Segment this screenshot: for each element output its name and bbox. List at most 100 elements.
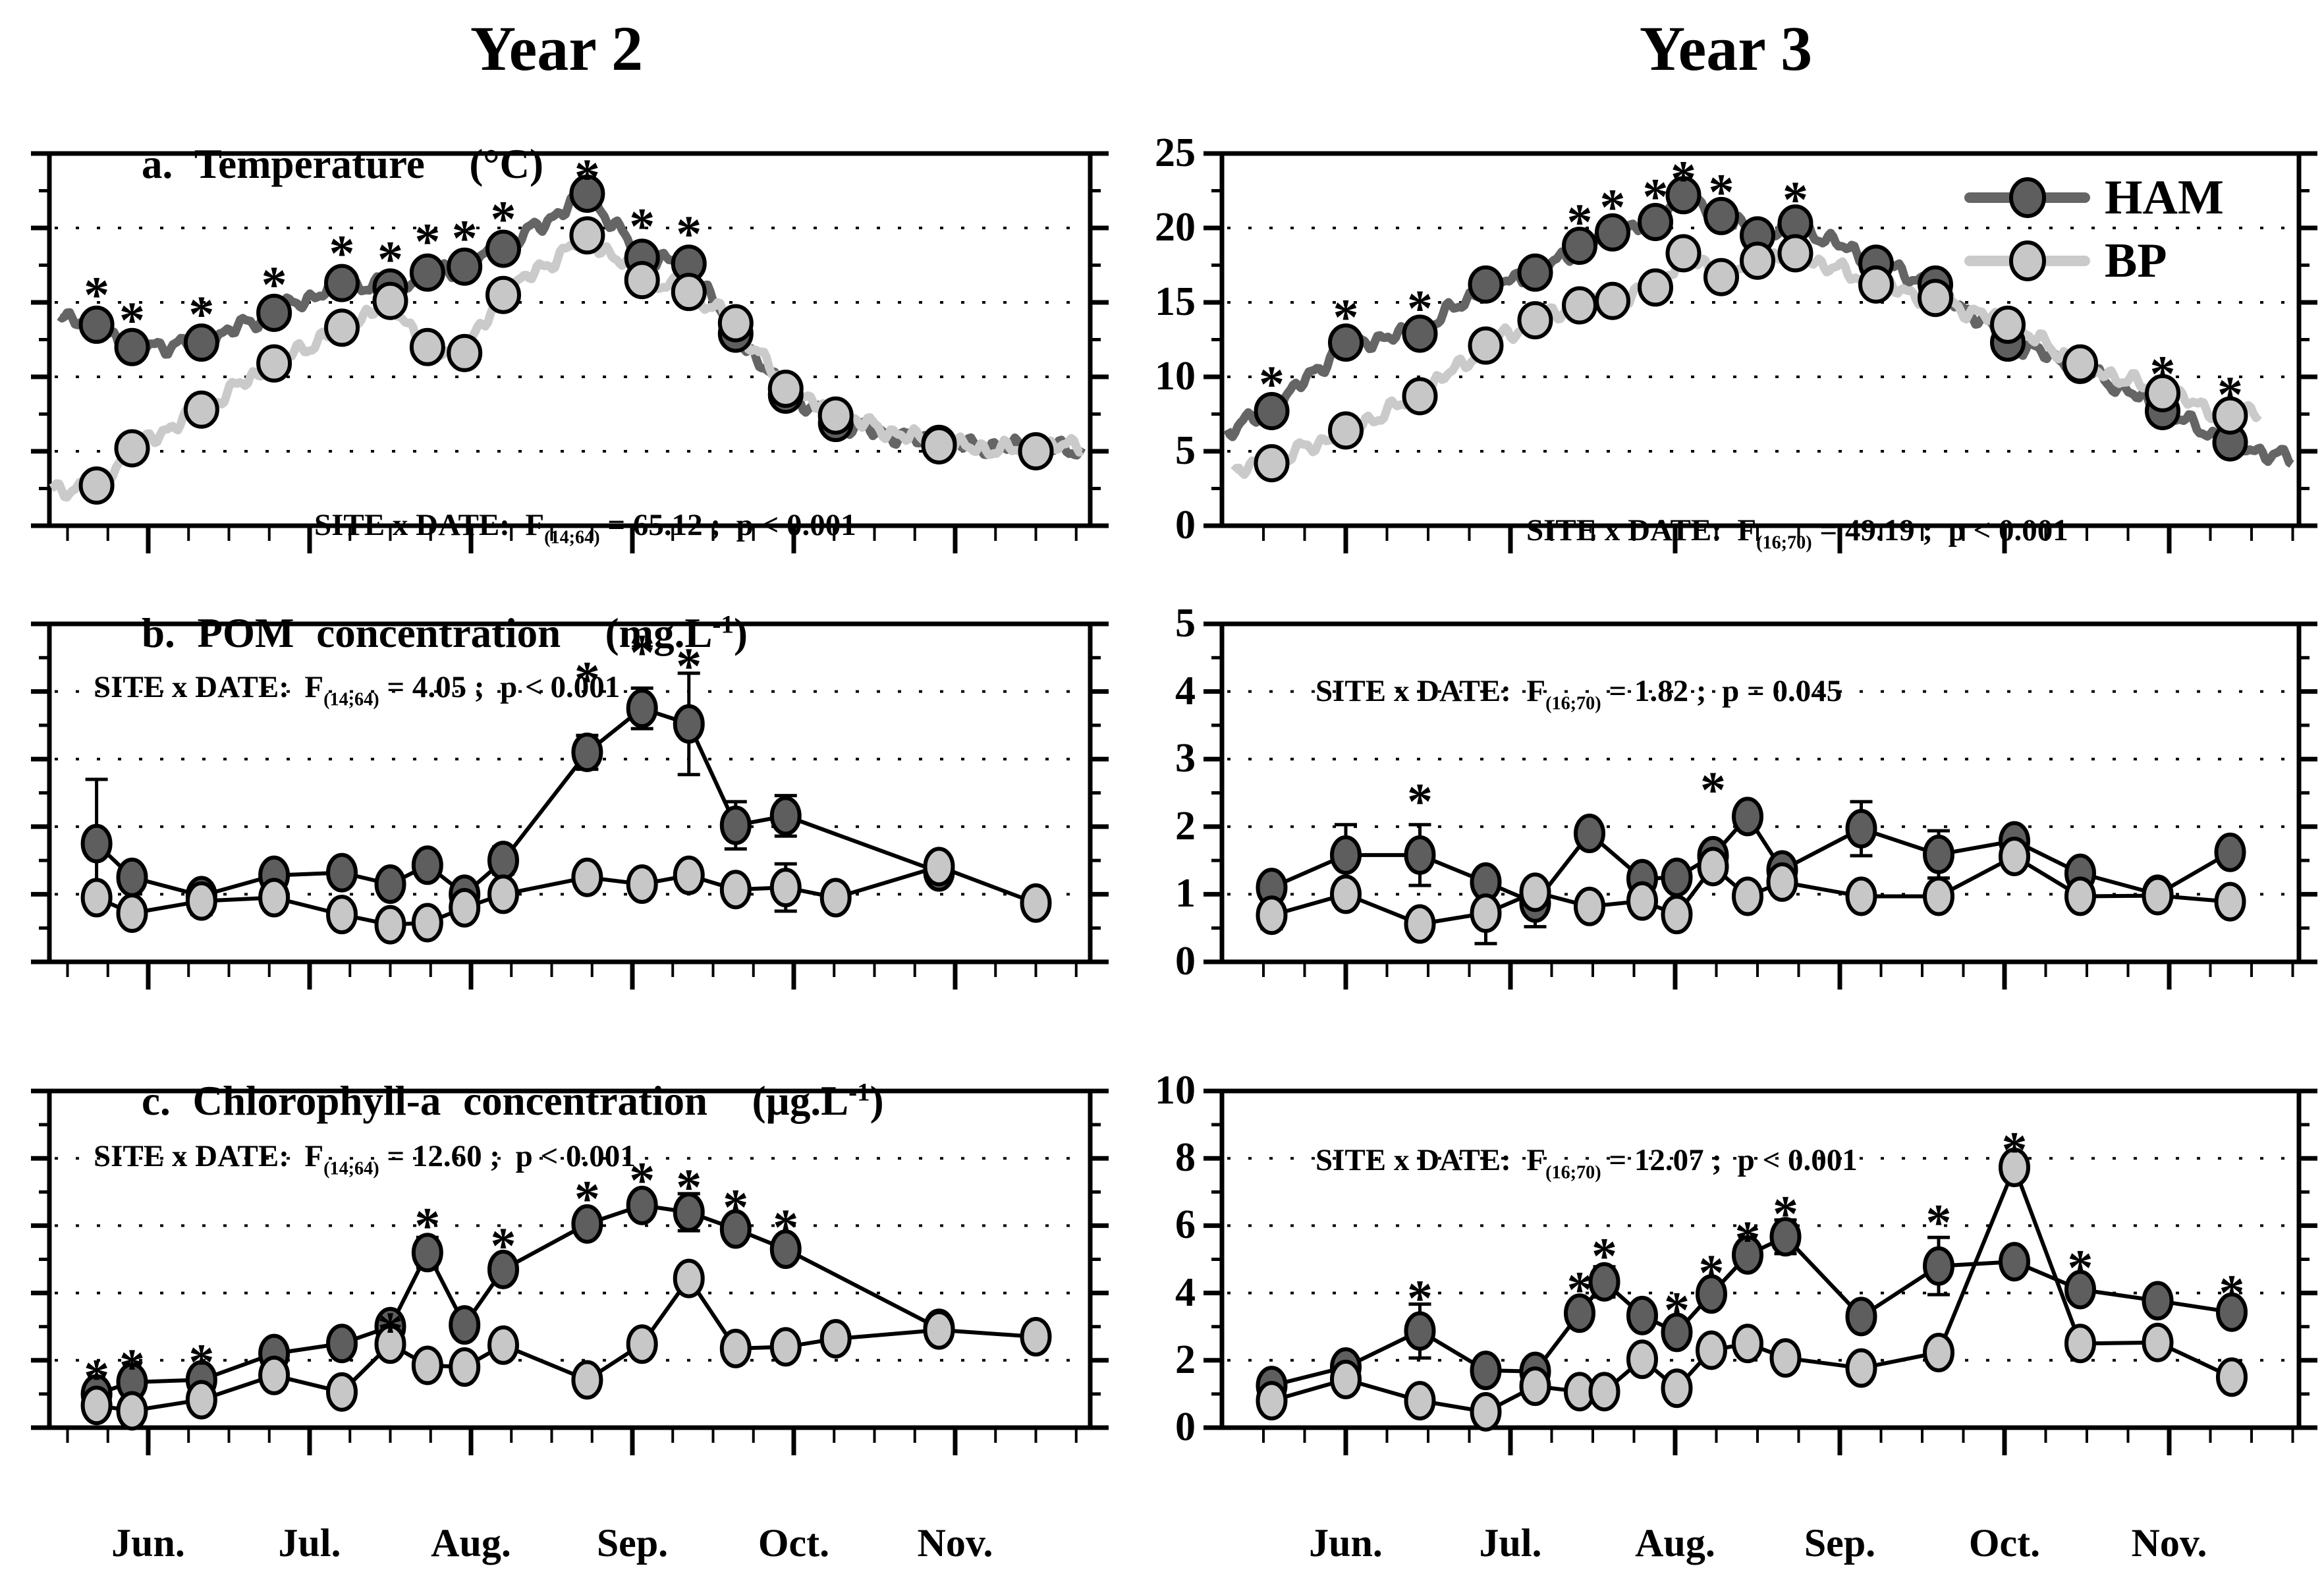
data-point-ham xyxy=(1703,196,1739,235)
stats-result: = 65.12 ; p < 0.001 xyxy=(599,508,856,542)
data-point-bp xyxy=(411,1345,443,1385)
stats-f: F xyxy=(1737,513,1757,547)
significance-asterisk: * xyxy=(414,1197,440,1254)
data-point-bp xyxy=(1732,1324,1763,1364)
data-point-bp xyxy=(409,327,445,366)
data-point-ham xyxy=(1661,857,1693,897)
significance-asterisk: * xyxy=(377,1301,403,1358)
y-axis-tick-label: 4 xyxy=(1175,1270,1196,1315)
legend-label-bp: BP xyxy=(2105,234,2167,288)
legend-marker-ham xyxy=(2009,177,2046,218)
x-axis-month-label: Jul. xyxy=(1479,1521,1542,1565)
data-point-bp xyxy=(817,396,854,435)
data-point-bp xyxy=(769,868,802,908)
data-point-ham xyxy=(487,1249,519,1289)
data-point-bp xyxy=(116,1391,148,1431)
section-c-unit-sup: -1 xyxy=(848,1078,870,1107)
data-point-bp xyxy=(1845,1348,1877,1388)
significance-asterisk: * xyxy=(629,624,655,681)
data-point-bp xyxy=(1740,241,1775,280)
x-axis-month-label: Jul. xyxy=(278,1521,341,1565)
data-point-ham xyxy=(1588,1262,1620,1302)
stats-result: = 49.19 ; p < 0.001 xyxy=(1812,513,2068,547)
data-point-bp xyxy=(2214,881,2246,922)
y-axis-tick-label: 20 xyxy=(1155,205,1196,250)
data-point-bp xyxy=(447,333,483,372)
data-point-bp xyxy=(1769,1338,1802,1378)
data-point-bp xyxy=(2062,344,2098,383)
data-point-bp xyxy=(1696,1330,1727,1370)
data-point-bp xyxy=(2064,876,2096,916)
data-point-ham xyxy=(1923,834,1954,874)
significance-asterisk: * xyxy=(1735,1210,1761,1268)
significance-asterisk: * xyxy=(1671,150,1696,207)
data-point-ham xyxy=(719,805,752,845)
significance-asterisk: * xyxy=(1700,761,1726,818)
section-a-prefix: a. xyxy=(142,141,173,187)
data-point-bp xyxy=(1519,872,1551,912)
stats-chlorophyll-year2: SITE x DATE: F(14;64) = 12.60 ; p < 0.00… xyxy=(63,1103,636,1216)
data-point-ham xyxy=(769,1229,802,1270)
y-axis-tick-label: 10 xyxy=(1155,354,1196,399)
data-point-bp xyxy=(671,273,707,312)
data-point-bp xyxy=(923,847,955,887)
data-point-bp xyxy=(2142,1322,2174,1362)
section-b-name: POM concentration xyxy=(197,610,561,656)
data-point-bp xyxy=(571,1360,603,1400)
stats-f: F xyxy=(1526,1143,1546,1177)
x-axis-month-label: Oct. xyxy=(758,1521,830,1565)
significance-asterisk: * xyxy=(1664,1281,1690,1338)
data-point-ham xyxy=(1402,314,1438,353)
data-point-ham xyxy=(326,852,358,893)
y-axis-tick-label: 0 xyxy=(1175,503,1196,547)
stats-df: (16;70) xyxy=(1545,693,1601,714)
stats-chlorophyll-year3: SITE x DATE: F(16;70) = 12.07 ; p < 0.00… xyxy=(1285,1107,1858,1219)
data-point-bp xyxy=(1661,1368,1693,1409)
significance-asterisk: * xyxy=(676,205,702,262)
stats-result: = 4.05 ; p < 0.001 xyxy=(379,670,621,704)
data-point-ham xyxy=(447,247,483,286)
data-point-bp xyxy=(449,1347,481,1387)
data-point-bp xyxy=(1470,893,1502,934)
data-point-bp xyxy=(487,1325,519,1365)
data-point-bp xyxy=(1703,258,1739,296)
stats-df: (14;64) xyxy=(323,1158,379,1179)
significance-asterisk: * xyxy=(1407,279,1433,337)
y-axis-tick-label: 8 xyxy=(1175,1135,1196,1181)
stats-df: (14;64) xyxy=(544,527,600,548)
data-point-bp xyxy=(374,1324,406,1364)
data-point-bp xyxy=(80,1385,113,1426)
section-label-chlorophyll: c. Chlorophyll-a concentration (µg.L-1) xyxy=(53,1029,884,1173)
y-axis-tick-label: 0 xyxy=(1175,1405,1196,1449)
data-point-bp xyxy=(1328,411,1364,450)
data-point-bp xyxy=(1858,265,1894,304)
data-point-ham xyxy=(1638,202,1673,241)
data-point-bp xyxy=(923,1310,955,1350)
data-point-ham xyxy=(1769,1217,1802,1257)
significance-asterisk: * xyxy=(329,224,355,281)
data-point-bp xyxy=(1638,268,1673,307)
data-point-bp xyxy=(1574,886,1605,926)
data-point-ham xyxy=(116,857,148,897)
stats-label: SITE x DATE: xyxy=(314,508,526,542)
data-point-ham xyxy=(1564,1293,1595,1333)
data-point-bp xyxy=(1404,1381,1436,1421)
data-point-bp xyxy=(1330,1359,1362,1399)
data-point-bp xyxy=(569,216,605,255)
data-point-bp xyxy=(1766,862,1798,902)
panel-chlorophyll-year3: * ***** * *** * xyxy=(1204,1088,2317,1455)
section-b-prefix: b. xyxy=(142,610,175,656)
data-point-ham xyxy=(1470,1351,1502,1391)
x-axis-month-label: Nov. xyxy=(2131,1521,2207,1565)
significance-asterisk: * xyxy=(1259,355,1285,412)
x-axis-month-label: Nov. xyxy=(917,1521,993,1565)
data-point-ham xyxy=(1254,391,1290,430)
significance-asterisk: * xyxy=(574,1170,600,1227)
section-c-prefix: c. xyxy=(142,1078,171,1124)
data-point-ham xyxy=(571,1204,603,1244)
stats-df: (14;64) xyxy=(323,689,379,710)
data-point-bp xyxy=(1254,444,1290,483)
significance-asterisk: * xyxy=(1600,178,1626,235)
data-point-bp xyxy=(1519,1366,1551,1407)
stats-label: SITE x DATE: xyxy=(94,670,305,704)
